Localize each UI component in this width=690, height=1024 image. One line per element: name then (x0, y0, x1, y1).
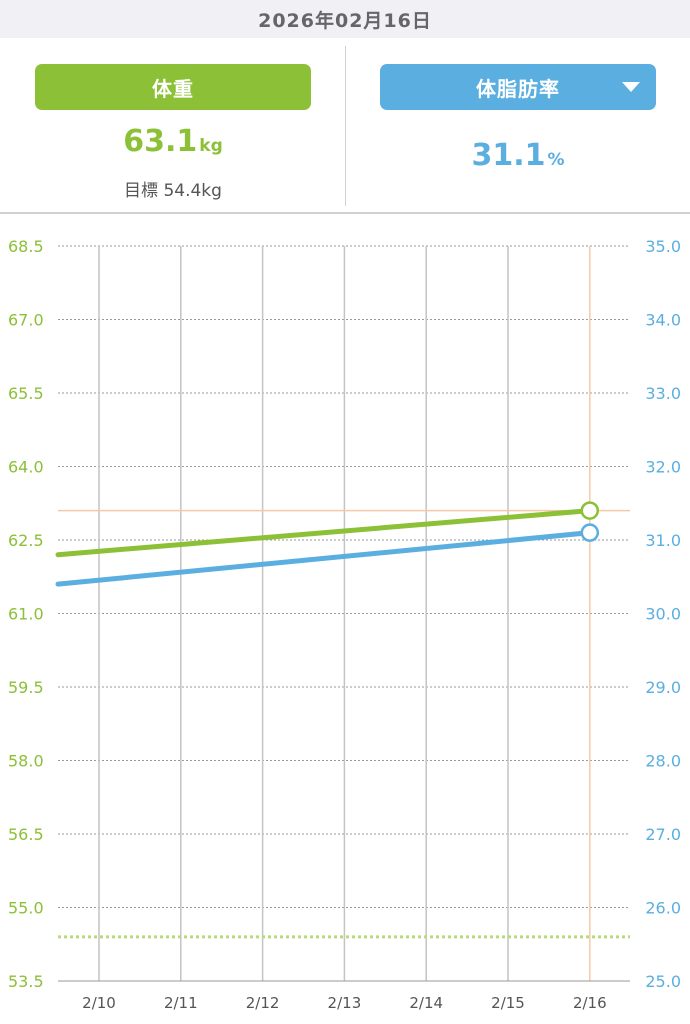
date-header: 2026年02月16日 (0, 0, 690, 38)
body-fat-value: 31.1% (380, 138, 656, 173)
x-axis-tick-label: 2/15 (491, 994, 525, 1012)
left-axis-tick-label: 67.0 (8, 311, 44, 330)
right-axis-tick-label: 28.0 (645, 752, 681, 771)
right-axis-tick-label: 29.0 (645, 678, 681, 697)
body-fat-unit: % (547, 150, 565, 170)
triangle-down-icon (622, 82, 640, 92)
x-axis-tick-label: 2/12 (246, 994, 280, 1012)
left-axis-tick-label: 65.5 (8, 384, 44, 403)
summary-divider (345, 46, 346, 206)
weight-tab-button[interactable]: 体重 (35, 64, 311, 110)
right-axis-tick-label: 30.0 (645, 605, 681, 624)
weight-value: 63.1 kg (35, 124, 311, 159)
x-axis-tick-label: 2/16 (573, 994, 607, 1012)
left-axis-tick-label: 59.5 (8, 678, 44, 697)
x-axis-tick-label: 2/11 (164, 994, 198, 1012)
body-fat-select-button[interactable]: 体脂肪率 (380, 64, 656, 110)
right-axis-tick-label: 27.0 (645, 825, 681, 844)
weight-series-line (55, 508, 593, 558)
left-axis-tick-label: 58.0 (8, 752, 44, 771)
weight-goal: 目標 54.4kg (35, 176, 311, 201)
left-axis-tick-label: 55.0 (8, 899, 44, 918)
right-axis-tick-label: 32.0 (645, 458, 681, 477)
right-axis-tick-label: 26.0 (645, 899, 681, 918)
right-axis-tick-label: 34.0 (645, 311, 681, 330)
body-fat-series-line (55, 530, 593, 587)
left-axis-tick-label: 62.5 (8, 531, 44, 550)
right-axis-tick-label: 33.0 (645, 384, 681, 403)
left-axis-tick-label: 64.0 (8, 458, 44, 477)
summary-panel: 体重 63.1 kg 目標 54.4kg 体脂肪率 31.1% (0, 38, 690, 214)
left-axis-tick-label: 68.5 (8, 237, 44, 256)
right-axis-tick-label: 35.0 (645, 237, 681, 256)
goal-value: 54.4kg (163, 181, 222, 201)
right-axis-tick-label: 25.0 (645, 972, 681, 991)
x-axis-tick-label: 2/13 (328, 994, 362, 1012)
x-axis-tick-label: 2/14 (409, 994, 443, 1012)
weight-unit: kg (199, 136, 223, 156)
weight-point-marker (580, 501, 600, 520)
current-date: 2026年02月16日 (258, 9, 432, 32)
right-axis-tick-label: 31.0 (645, 531, 681, 550)
goal-label: 目標 (124, 181, 159, 201)
weight-number: 63.1 (123, 124, 198, 159)
body-fat-point-marker (580, 523, 600, 542)
left-axis-tick-label: 56.5 (8, 825, 44, 844)
trend-chart[interactable]: 68.5 35.0 67.0 34.0 65.5 33.0 64.0 32.0 62.5 31.0… (0, 216, 690, 1024)
left-axis-tick-label: 53.5 (8, 972, 44, 991)
body-fat-tab-label: 体脂肪率 (476, 76, 560, 101)
body-fat-number: 31.1 (471, 138, 546, 173)
x-axis-tick-label: 2/10 (82, 994, 116, 1012)
left-axis-tick-label: 61.0 (8, 605, 44, 624)
weight-tab-label: 体重 (152, 76, 194, 101)
